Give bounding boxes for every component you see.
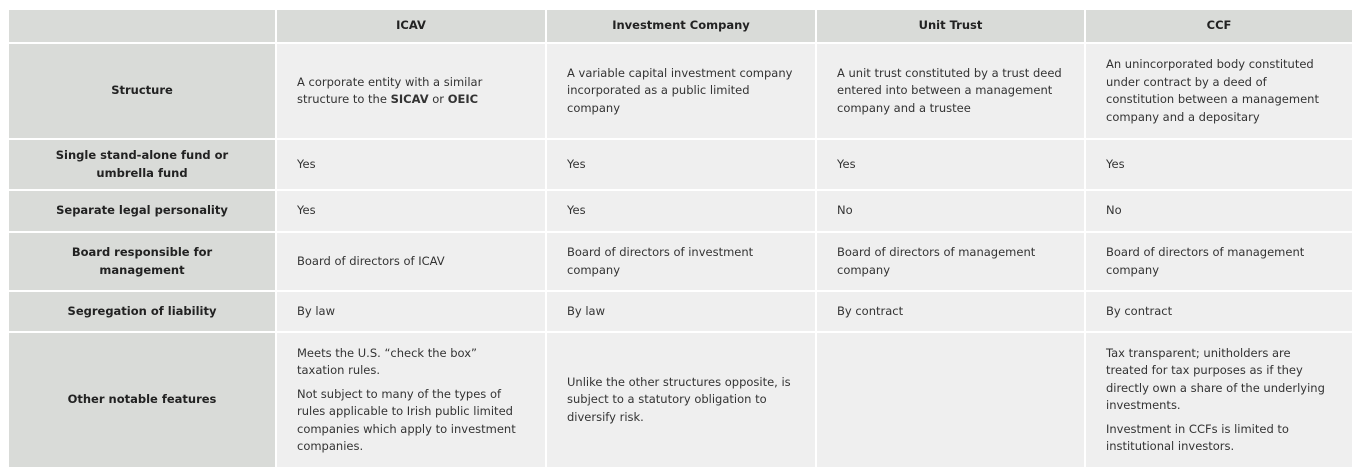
row-label: Other notable features bbox=[7, 331, 277, 469]
table-cell: Board of directors of management company bbox=[815, 231, 1086, 292]
table-cell: Meets the U.S. “check the box” taxation … bbox=[275, 331, 547, 469]
table-cell: A corporate entity with a similar struct… bbox=[275, 42, 547, 140]
cell-paragraph: Yes bbox=[297, 203, 316, 218]
cell-paragraph: Not subject to many of the types of rule… bbox=[297, 386, 516, 454]
table-cell: A unit trust constituted by a trust deed… bbox=[815, 42, 1086, 140]
table-row: Other notable features Meets the U.S. “ch… bbox=[7, 331, 1354, 469]
table-cell: Yes bbox=[275, 138, 547, 191]
cell-paragraph: Board of directors of ICAV bbox=[297, 253, 445, 268]
table-cell: Board of directors of management company bbox=[1084, 231, 1354, 292]
row-label: Separate legal personality bbox=[7, 189, 277, 233]
cell-paragraph: Yes bbox=[1106, 156, 1125, 171]
cell-paragraph: Investment in CCFs is limited to institu… bbox=[1106, 421, 1289, 454]
cell-paragraph: Yes bbox=[567, 203, 586, 218]
cell-paragraph: Yes bbox=[567, 156, 586, 171]
cell-text: A corporate entity with a similar struct… bbox=[297, 74, 483, 107]
table-row: Separate legal personality Yes Yes No No bbox=[7, 189, 1354, 233]
row-label: Board responsible for management bbox=[7, 231, 277, 292]
table-cell: Tax transparent; unitholders are treated… bbox=[1084, 331, 1354, 469]
row-label: Segregation of liability bbox=[7, 290, 277, 333]
cell-paragraph: Board of directors of management company bbox=[837, 245, 1036, 277]
fund-structure-comparison-table: ICAV Investment Company Unit Trust CCF Stru… bbox=[7, 8, 1354, 469]
table-row: Segregation of liability By law By law By c… bbox=[7, 290, 1354, 333]
table-cell: Yes bbox=[1084, 138, 1354, 191]
table-cell: By law bbox=[275, 290, 547, 333]
table-cell: Board of directors of investment company bbox=[545, 231, 817, 292]
table-cell: Yes bbox=[545, 138, 817, 191]
table-cell: By contract bbox=[815, 290, 1086, 333]
cell-paragraph: An unincorporated body constituted under… bbox=[1106, 57, 1319, 124]
table-cell: Unlike the other structures opposite, is… bbox=[545, 331, 817, 469]
cell-paragraph: By law bbox=[297, 303, 335, 318]
cell-paragraph: Board of directors of investment company bbox=[567, 245, 754, 277]
row-label: Structure bbox=[7, 42, 277, 140]
table-cell: Yes bbox=[275, 189, 547, 233]
table-cell: Yes bbox=[545, 189, 817, 233]
column-header bbox=[7, 8, 277, 44]
column-header: Unit Trust bbox=[815, 8, 1086, 44]
table-cell: By contract bbox=[1084, 290, 1354, 333]
table-cell: Board of directors of ICAV bbox=[275, 231, 547, 292]
cell-paragraph: Tax transparent; unitholders are treated… bbox=[1106, 345, 1325, 413]
table-cell: An unincorporated body constituted under… bbox=[1084, 42, 1354, 140]
cell-paragraph: Board of directors of management company bbox=[1106, 245, 1305, 277]
row-label: Single stand-alone fund or umbrella fund bbox=[7, 138, 277, 191]
cell-paragraph: A variable capital investment company in… bbox=[567, 65, 793, 115]
cell-paragraph: By contract bbox=[837, 303, 904, 318]
cell-text: or bbox=[428, 92, 448, 106]
table-row: Board responsible for management Board of… bbox=[7, 231, 1354, 292]
table-cell: A variable capital investment company in… bbox=[545, 42, 817, 140]
column-header: ICAV bbox=[275, 8, 547, 44]
cell-paragraph: Yes bbox=[837, 156, 856, 171]
table-cell: Yes bbox=[815, 138, 1086, 191]
header-row: ICAV Investment Company Unit Trust CCF bbox=[7, 8, 1354, 44]
bold-term: SICAV bbox=[390, 92, 429, 106]
column-header: Investment Company bbox=[545, 8, 817, 44]
column-header: CCF bbox=[1084, 8, 1354, 44]
bold-term: OEIC bbox=[447, 92, 479, 106]
table-row: Single stand-alone fund or umbrella fund… bbox=[7, 138, 1354, 191]
table-cell bbox=[815, 331, 1086, 469]
cell-paragraph: Yes bbox=[297, 156, 316, 171]
cell-paragraph: By contract bbox=[1106, 303, 1173, 318]
cell-paragraph: Unlike the other structures opposite, is… bbox=[567, 374, 791, 424]
table-row: Structure A corporate entity with a simil… bbox=[7, 42, 1354, 140]
cell-paragraph: A unit trust constituted by a trust deed… bbox=[837, 65, 1062, 115]
table-cell: No bbox=[815, 189, 1086, 233]
cell-paragraph: No bbox=[837, 203, 853, 218]
cell-paragraph: By law bbox=[567, 303, 605, 318]
table-cell: No bbox=[1084, 189, 1354, 233]
table-cell: By law bbox=[545, 290, 817, 333]
cell-paragraph: No bbox=[1106, 203, 1122, 218]
cell-paragraph: Meets the U.S. “check the box” taxation … bbox=[297, 345, 477, 378]
